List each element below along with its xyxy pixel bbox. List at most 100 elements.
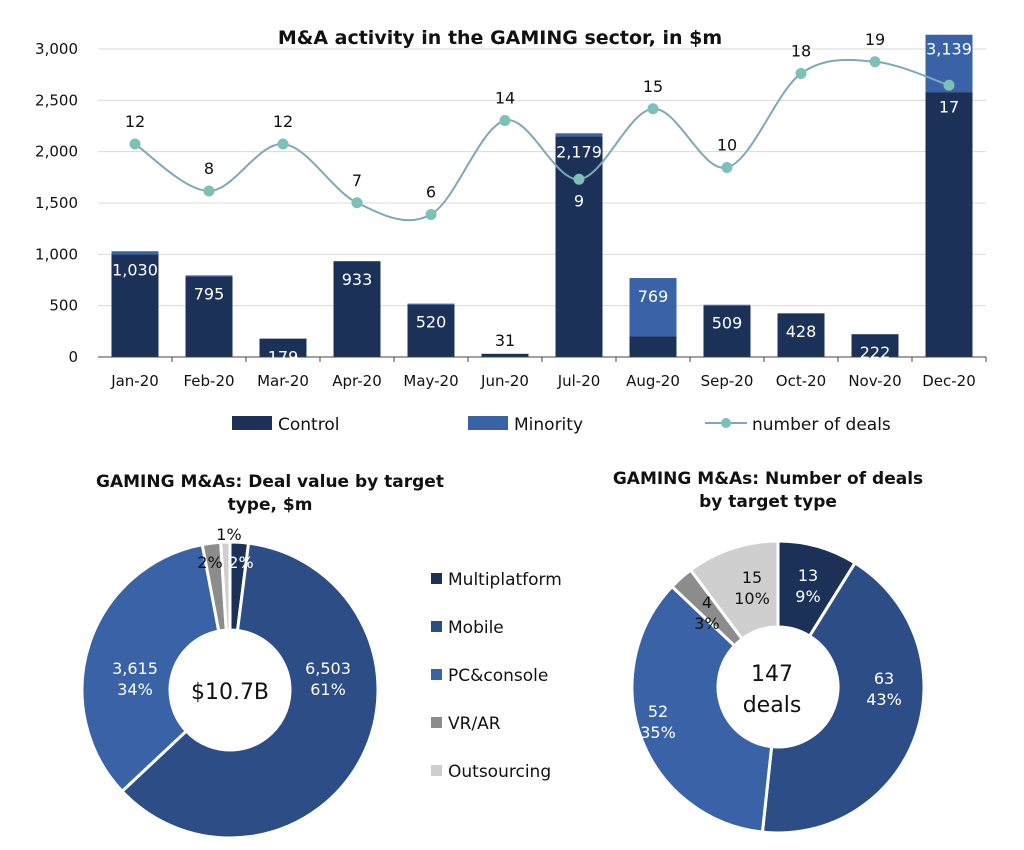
type-legend-label: Multiplatform [448,570,562,590]
bar-control [259,338,307,357]
x-tick-label: Jul-20 [557,372,601,390]
donut-slice [80,542,221,794]
value-donut-title-line2: type, $m [228,495,313,515]
value-donut [80,540,380,840]
deals-marker [943,79,955,91]
type-legend-label: VR/AR [448,714,501,734]
x-tick-label: Oct-20 [776,372,826,390]
deals-marker [647,103,659,115]
deal-count-label: 8 [204,159,214,178]
deal-count-label: 14 [495,89,515,108]
x-tick-label: Mar-20 [257,372,309,390]
deals-marker [721,162,733,173]
bar-control [185,276,233,357]
count-donut-chart: GAMING M&As: Number of deals by target t… [613,469,926,835]
bar-total-label: 428 [786,322,817,341]
deal-count-label: 17 [939,97,959,116]
y-tick-label: 2,000 [35,143,78,161]
deal-count-label: 6 [426,183,436,202]
type-legend-swatch [431,573,442,584]
target-type-legend: Multiplatform Mobile PC&console VR/AR Outsou… [431,570,562,782]
count-donut-title-line1: GAMING M&As: Number of deals [613,469,923,489]
legend-control-swatch [232,416,272,430]
donut-slice [630,584,774,834]
deals-marker [351,197,363,209]
donut-slice [219,540,232,632]
bar-control [629,336,677,357]
bar-control [333,261,381,357]
donut-slice-label: 52 [648,702,668,721]
gridlines [98,48,986,307]
donut-slice-label: 15 [742,568,762,587]
legend-deals-label: number of deals [752,415,891,435]
donut-slice-label: 3% [694,614,719,633]
y-tick-label: 3,000 [35,40,78,58]
deals-line-series [129,56,955,222]
bar-minority [555,133,603,137]
x-axis-ticks: Jan-20 Feb-20 Mar-20 Apr-20 May-20 Jun-20 Jul-… [110,357,987,390]
value-donut-labels: 2% 6,503 61% 3,615 34% 2% 1% [112,525,351,699]
type-legend-label: PC&console [448,666,548,686]
x-tick-label: Aug-20 [626,372,680,390]
donut-slice-label: 2% [228,553,253,572]
value-donut-chart: GAMING M&As: Deal value by target type, … [80,472,444,840]
type-legend-swatch [431,669,442,680]
bar-chart-legend: Control Minority number of deals [232,415,891,435]
legend-minority-swatch [468,416,508,430]
bar-total-label: 795 [194,284,225,303]
x-tick-label: May-20 [403,372,458,390]
y-tick-label: 1,000 [35,245,78,263]
deals-marker [277,138,289,150]
bar-control [777,313,825,357]
donut-slice-label: 10% [734,589,770,608]
y-tick-label: 1,500 [35,194,78,212]
bar-chart: M&A activity in the GAMING sector, in $m… [35,27,987,435]
y-tick-label: 0 [68,348,78,366]
donut-slice-label: 4 [702,593,712,612]
x-tick-label: Sep-20 [701,372,754,390]
y-tick-label: 500 [49,297,78,315]
bar-total-label: 179 [268,348,299,367]
donut-slice-label: 35% [640,723,676,742]
count-donut-title-line2: by target type [699,492,837,512]
bar-control [703,305,751,357]
type-legend-swatch [431,765,442,776]
deal-count-label: 10 [717,136,737,155]
bar-total-label: 31 [495,331,515,350]
deals-marker [499,115,511,126]
type-legend-swatch [431,621,442,632]
bar-total-label: 509 [712,314,743,333]
deal-count-label: 9 [574,191,584,210]
donut-slice [688,539,780,642]
legend-minority-label: Minority [514,415,583,435]
donut-slice-label: 63 [874,669,894,688]
bar-control [925,92,973,358]
bar-total-label: 520 [416,313,447,332]
donut-slice-label: 43% [866,690,902,709]
deals-marker [425,209,437,220]
bar-minority [185,275,233,277]
type-legend-swatch [431,717,442,728]
donut-slice-label: 13 [798,566,818,585]
donut-slice-label: 3,615 [112,659,158,678]
donut-slice [119,541,380,840]
type-legend-label: Outsourcing [448,762,551,782]
count-donut-center-line1: 147 [751,662,793,687]
bar-chart-title: M&A activity in the GAMING sector, in $m [278,27,722,49]
donut-slice-label: 9% [795,587,820,606]
type-legend-label: Mobile [448,618,504,638]
donut-slice-label: 2% [197,553,222,572]
y-tick-label: 2,500 [35,91,78,109]
x-tick-label: Apr-20 [332,372,382,390]
bar-minority [703,304,751,306]
legend-control-label: Control [278,415,339,435]
deals-marker [795,68,807,79]
donut-slice-label: 1% [216,525,241,544]
bar-control [481,353,529,357]
donut-slice-label: 61% [310,680,346,699]
deals-marker [129,138,141,150]
value-donut-center-label: $10.7B [191,680,269,705]
bar-control [111,254,159,357]
bar-total-label: 222 [860,343,891,362]
